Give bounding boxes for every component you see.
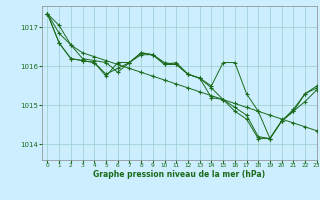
X-axis label: Graphe pression niveau de la mer (hPa): Graphe pression niveau de la mer (hPa) [93, 170, 265, 179]
